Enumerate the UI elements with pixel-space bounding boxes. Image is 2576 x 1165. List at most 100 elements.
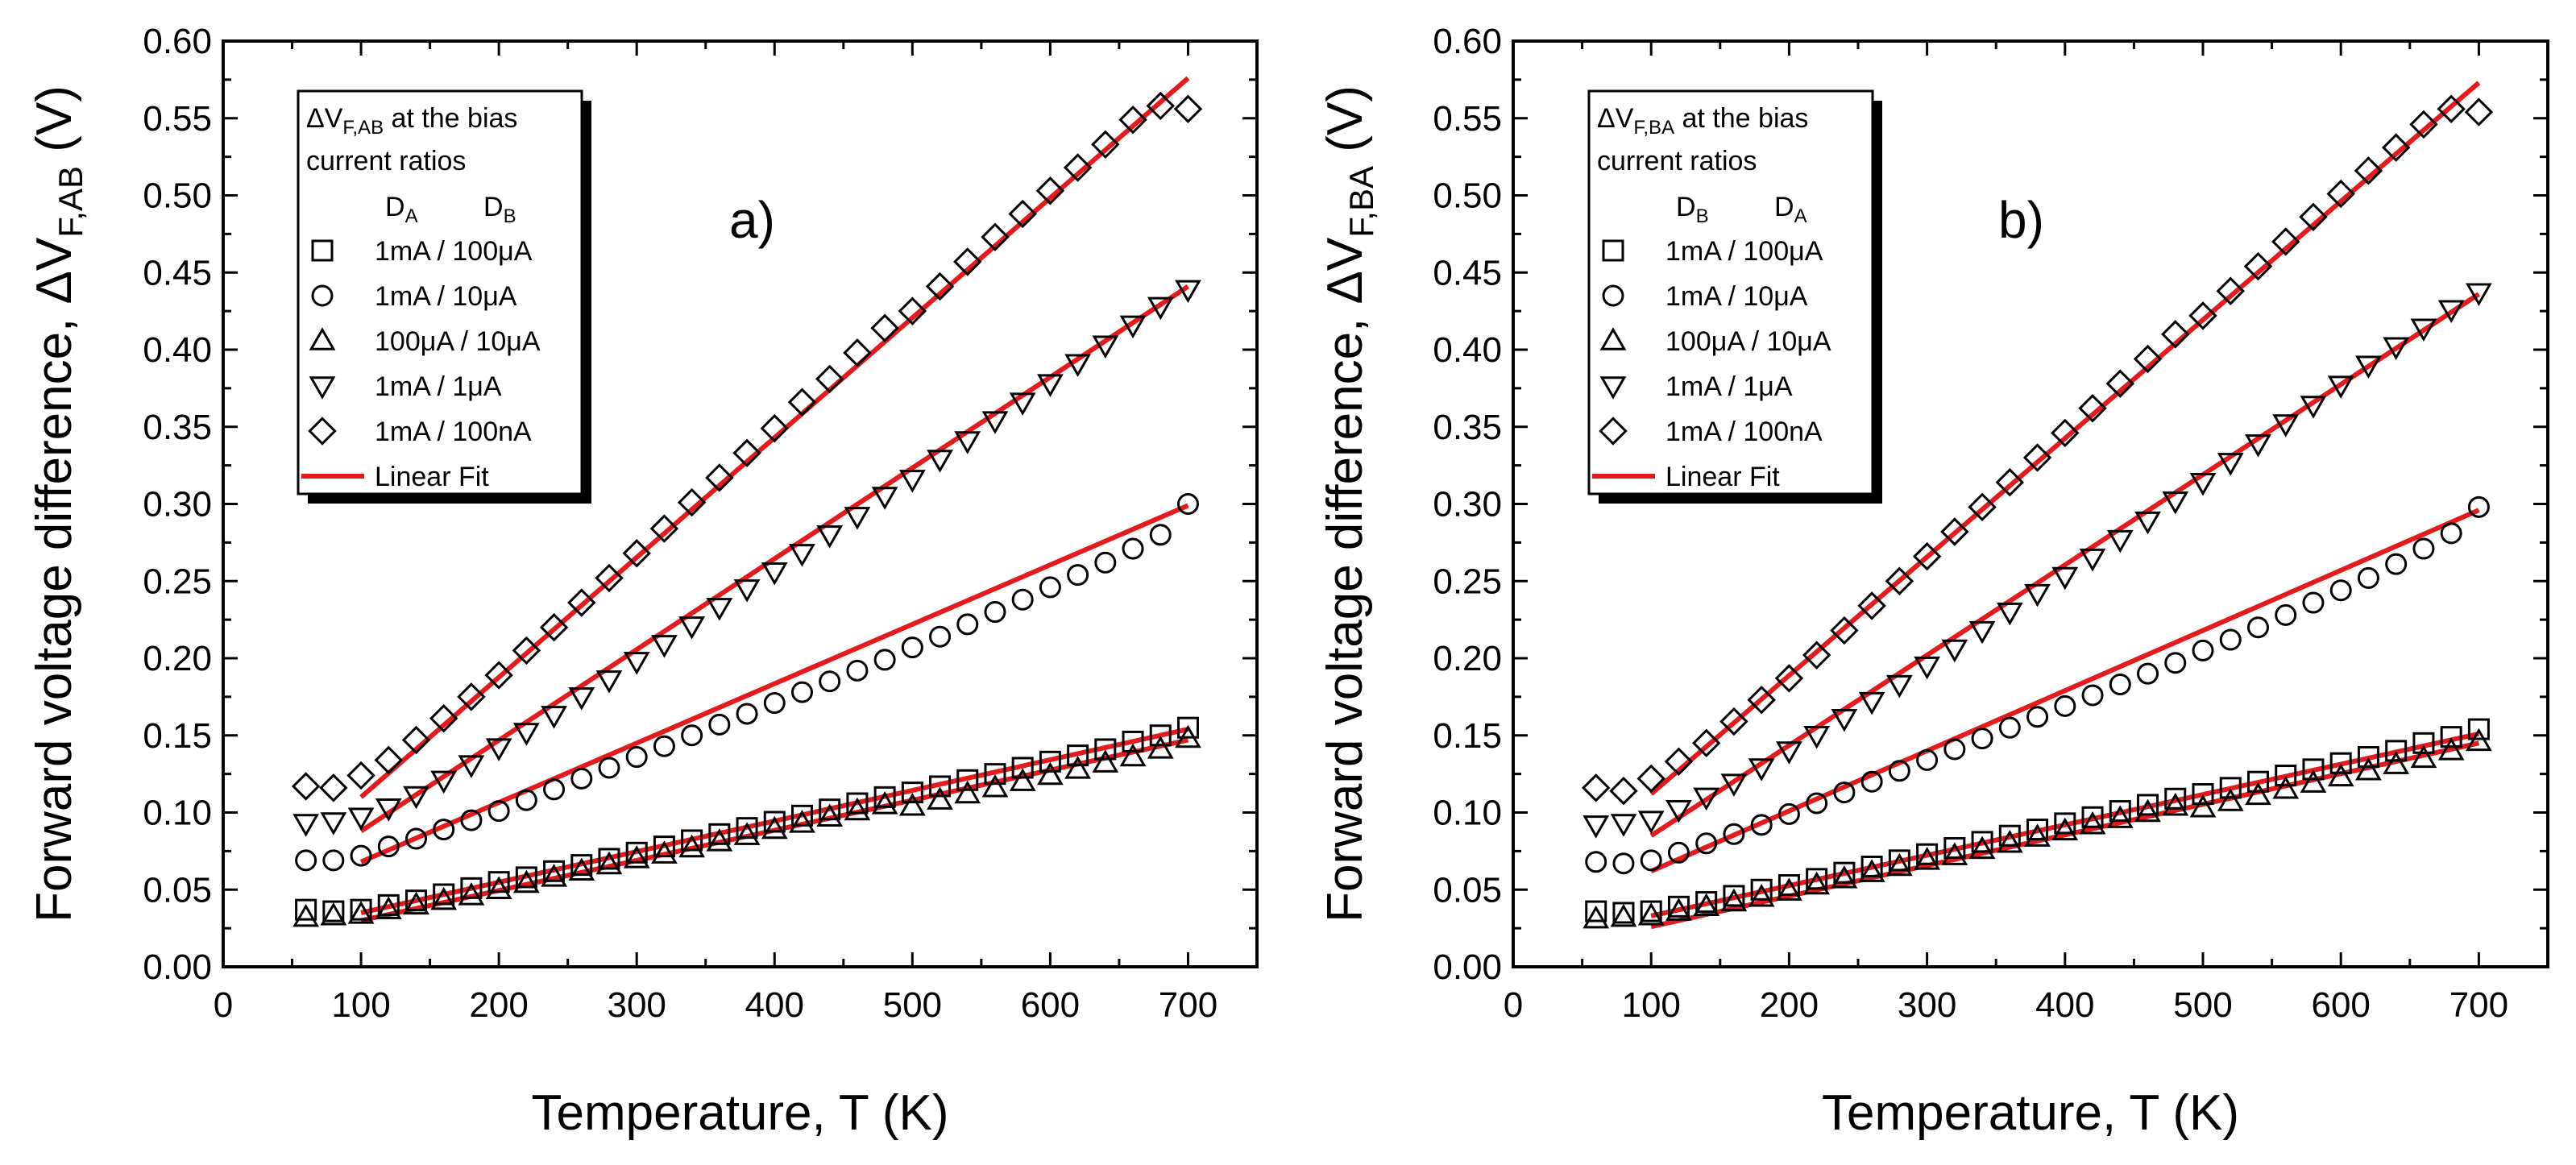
data-point — [901, 782, 923, 804]
x-tick-label: 600 — [2311, 985, 2370, 1025]
data-point — [2051, 418, 2080, 448]
data-point — [844, 507, 871, 530]
data-point — [1147, 736, 1174, 759]
legend-title: ΔVF,BA at the bias — [1597, 103, 1808, 139]
data-point — [429, 703, 458, 733]
data-point — [1940, 517, 1969, 546]
legend: ΔVF,BA at the bias current ratios DB DA 1mA … — [1587, 89, 1882, 504]
data-point — [1831, 708, 1858, 732]
y-tick-label: 0.10 — [1433, 794, 1502, 833]
data-point — [570, 854, 593, 877]
data-point — [515, 789, 537, 811]
data-point — [1693, 787, 1720, 811]
legend-marker-triangle-down — [1599, 376, 1627, 400]
data-point — [2440, 726, 2462, 748]
y-tick-label: 0.30 — [1433, 485, 1502, 524]
data-point — [1806, 868, 1828, 890]
data-point — [541, 706, 567, 729]
data-point — [732, 438, 761, 468]
data-point — [653, 835, 675, 858]
data-point — [1723, 823, 1745, 845]
data-point — [1175, 724, 1201, 748]
data-point — [2437, 94, 2466, 123]
data-point — [2164, 652, 2187, 674]
data-point — [2137, 662, 2159, 685]
legend-label: 1mA / 100μA — [1665, 236, 1823, 267]
data-point — [677, 487, 707, 517]
data-point — [2216, 276, 2245, 305]
data-point — [2246, 770, 2269, 793]
x-tick-label: 600 — [1021, 985, 1080, 1025]
y-tick-label: 0.35 — [1433, 408, 1502, 447]
x-tick-label: 500 — [883, 985, 942, 1025]
data-point — [2245, 782, 2271, 806]
y-tick-label: 0.10 — [143, 794, 212, 833]
data-point — [595, 563, 624, 593]
data-point — [2081, 806, 2104, 828]
x-axis: 0 100 200 300 400 500 600 700 — [1504, 41, 2508, 1025]
y-tick-label: 0.45 — [143, 253, 212, 292]
x-tick-label: 0 — [214, 985, 233, 1025]
data-point — [1888, 849, 1910, 872]
data-point — [1720, 888, 1748, 912]
data-point — [1664, 747, 1694, 777]
data-point — [598, 848, 620, 870]
legend-marker-circle — [311, 284, 334, 307]
y-tick-label: 0.00 — [1433, 947, 1502, 987]
data-point — [1067, 564, 1089, 587]
data-point — [2466, 283, 2492, 306]
data-point — [1665, 799, 1692, 823]
data-point — [2464, 97, 2494, 126]
data-point — [736, 817, 758, 840]
data-point — [403, 891, 429, 915]
data-point — [929, 625, 952, 648]
data-point — [460, 877, 483, 899]
data-point — [567, 588, 596, 617]
data-point — [1583, 905, 1610, 929]
data-point — [512, 636, 541, 665]
data-point — [871, 791, 898, 815]
fit-line-1 — [360, 727, 1189, 915]
data-point — [763, 811, 786, 833]
data-point — [2410, 318, 2437, 342]
data-point — [787, 388, 817, 417]
data-point — [1609, 776, 1638, 806]
data-point — [1094, 551, 1117, 574]
data-point — [956, 769, 979, 791]
data-point — [1968, 835, 1996, 860]
data-point — [2467, 718, 2490, 740]
data-point — [1176, 716, 1199, 739]
x-tick-label: 100 — [331, 985, 390, 1025]
data-point — [1637, 902, 1665, 926]
data-point — [2243, 251, 2273, 281]
chart-panel-a: 0 100 200 300 400 500 600 7000.000.050.100.150.… — [27, 22, 1259, 1141]
data-point — [623, 845, 650, 869]
data-point — [2354, 156, 2383, 185]
data-point — [2026, 819, 2049, 841]
data-point — [2189, 794, 2217, 818]
data-point — [846, 659, 869, 682]
data-point — [706, 598, 733, 621]
data-point — [2079, 548, 2106, 572]
data-point — [763, 692, 786, 715]
data-point — [1750, 878, 1773, 901]
data-point — [1943, 837, 1966, 860]
legend-title: ΔVF,AB at the bias — [306, 103, 517, 139]
data-point — [1583, 815, 1610, 839]
x-tick-label: 0 — [1504, 985, 1523, 1025]
x-tick-label: 200 — [1760, 985, 1819, 1025]
data-point — [1063, 153, 1093, 182]
data-point — [1941, 639, 1968, 663]
data-point — [844, 797, 871, 821]
data-point — [2302, 591, 2325, 614]
data-point — [1008, 199, 1037, 229]
data-point — [457, 682, 486, 711]
legend-label: 1mA / 10μA — [375, 281, 517, 312]
data-point — [929, 775, 952, 798]
data-point — [295, 898, 317, 921]
y-tick-label: 0.15 — [143, 716, 212, 756]
fit-line-5 — [1649, 81, 2481, 796]
data-point — [790, 804, 813, 827]
data-point — [2054, 812, 2076, 835]
data-point — [2410, 744, 2437, 769]
